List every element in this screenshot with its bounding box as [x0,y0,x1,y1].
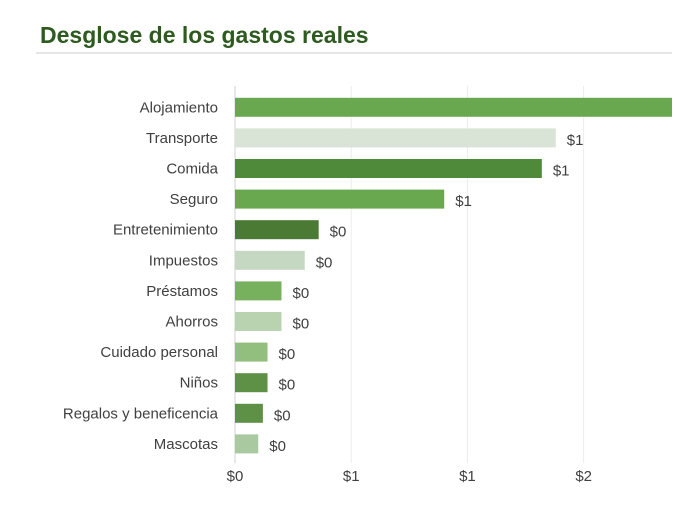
category-label: Alojamiento [140,99,218,116]
category-label: Mascotas [154,436,218,453]
x-tick-label: $1 [459,468,476,485]
bar [235,189,445,209]
bar [235,434,259,454]
category-label: Comida [166,161,218,178]
data-label: $1 [567,132,584,149]
category-label: Regalos y beneficencia [63,405,219,422]
bar [235,342,268,362]
category-label: Cuidado personal [100,344,218,361]
data-label: $0 [279,346,296,363]
data-label: $0 [274,407,291,424]
category-label: Transporte [146,130,218,147]
bar [235,373,268,393]
bar [235,403,263,423]
chart-title: Desglose de los gastos reales [40,22,369,48]
data-label: $0 [316,254,333,271]
data-label: $1 [455,193,472,210]
data-label: $0 [330,224,347,241]
category-label: Niños [180,375,218,392]
category-label: Seguro [170,191,218,208]
bar [235,281,282,301]
bar [235,250,305,270]
data-label: $0 [292,285,309,302]
category-label: Ahorros [165,314,218,331]
bar [235,312,282,331]
bar [235,97,672,117]
data-label: $0 [269,438,286,455]
data-label: $0 [292,316,309,333]
category-label: Impuestos [149,252,218,269]
bar [235,220,319,240]
data-label: $1 [553,163,570,180]
title-divider [36,52,672,54]
x-tick-label: $2 [575,468,592,485]
data-label: $0 [279,377,296,394]
x-tick-label: $0 [227,468,244,485]
bar [235,128,556,148]
category-label: Préstamos [146,283,218,300]
category-label: Entretenimiento [113,222,218,239]
bar [235,159,542,178]
x-tick-label: $1 [343,468,360,485]
